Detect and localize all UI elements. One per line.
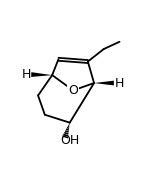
- Text: H: H: [115, 77, 124, 90]
- Polygon shape: [31, 72, 52, 77]
- Polygon shape: [94, 81, 114, 85]
- Text: H: H: [21, 68, 31, 81]
- Text: O: O: [68, 84, 78, 97]
- Text: OH: OH: [60, 134, 79, 147]
